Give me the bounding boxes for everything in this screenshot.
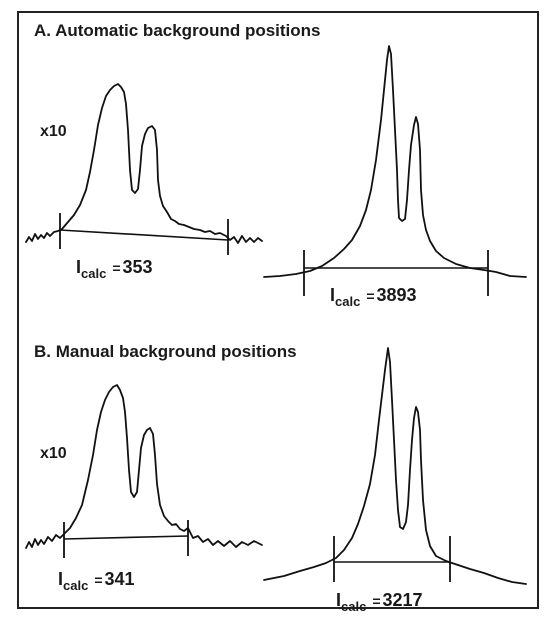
panel-a-left-baseline xyxy=(59,229,229,241)
panel-a-title: A. Automatic background positions xyxy=(34,21,321,40)
panel-a-right-calc: Icalc = 3893 xyxy=(330,285,417,309)
calc-subscript: calc xyxy=(341,599,366,614)
calc-symbol: I xyxy=(336,590,341,610)
panel-a-left-calc: Icalc = 353 xyxy=(76,257,153,281)
calc-equals: = xyxy=(94,572,102,588)
calc-value: 353 xyxy=(123,257,153,277)
calc-equals: = xyxy=(372,593,380,609)
panel-b: B. Manual background positions x10 Icalc… xyxy=(25,342,527,614)
panel-b-left-baseline xyxy=(63,535,189,540)
panel-b-right-peak: Icalc = 3217 xyxy=(263,347,527,614)
calc-equals: = xyxy=(366,288,374,304)
calc-subscript: calc xyxy=(335,294,360,309)
calc-value: 3893 xyxy=(377,285,417,305)
panel-b-scale-label: x10 xyxy=(40,445,67,462)
figure-frame xyxy=(17,11,539,609)
calc-equals: = xyxy=(112,260,120,276)
calc-value: 3217 xyxy=(383,590,423,610)
panel-b-left-calc: Icalc = 341 xyxy=(58,569,135,593)
calc-symbol: I xyxy=(76,257,81,277)
panel-b-right-trace xyxy=(263,347,527,585)
panel-a-right-trace xyxy=(263,45,527,278)
calc-symbol: I xyxy=(330,285,335,305)
panel-b-left-trace xyxy=(25,384,263,549)
calc-subscript: calc xyxy=(63,578,88,593)
panel-a-left-trace xyxy=(25,83,263,244)
panel-a-left-peak: x10 Icalc = 353 xyxy=(25,83,263,281)
panel-a: A. Automatic background positions x10 Ic… xyxy=(25,21,527,309)
panel-a-right-peak: Icalc = 3893 xyxy=(263,45,527,309)
panel-a-scale-label: x10 xyxy=(40,123,67,140)
calc-subscript: calc xyxy=(81,266,106,281)
panel-b-right-calc: Icalc = 3217 xyxy=(336,590,423,614)
calc-value: 341 xyxy=(105,569,135,589)
panel-b-title: B. Manual background positions xyxy=(34,342,297,361)
calc-symbol: I xyxy=(58,569,63,589)
panel-b-left-peak: x10 Icalc = 341 xyxy=(25,384,263,593)
